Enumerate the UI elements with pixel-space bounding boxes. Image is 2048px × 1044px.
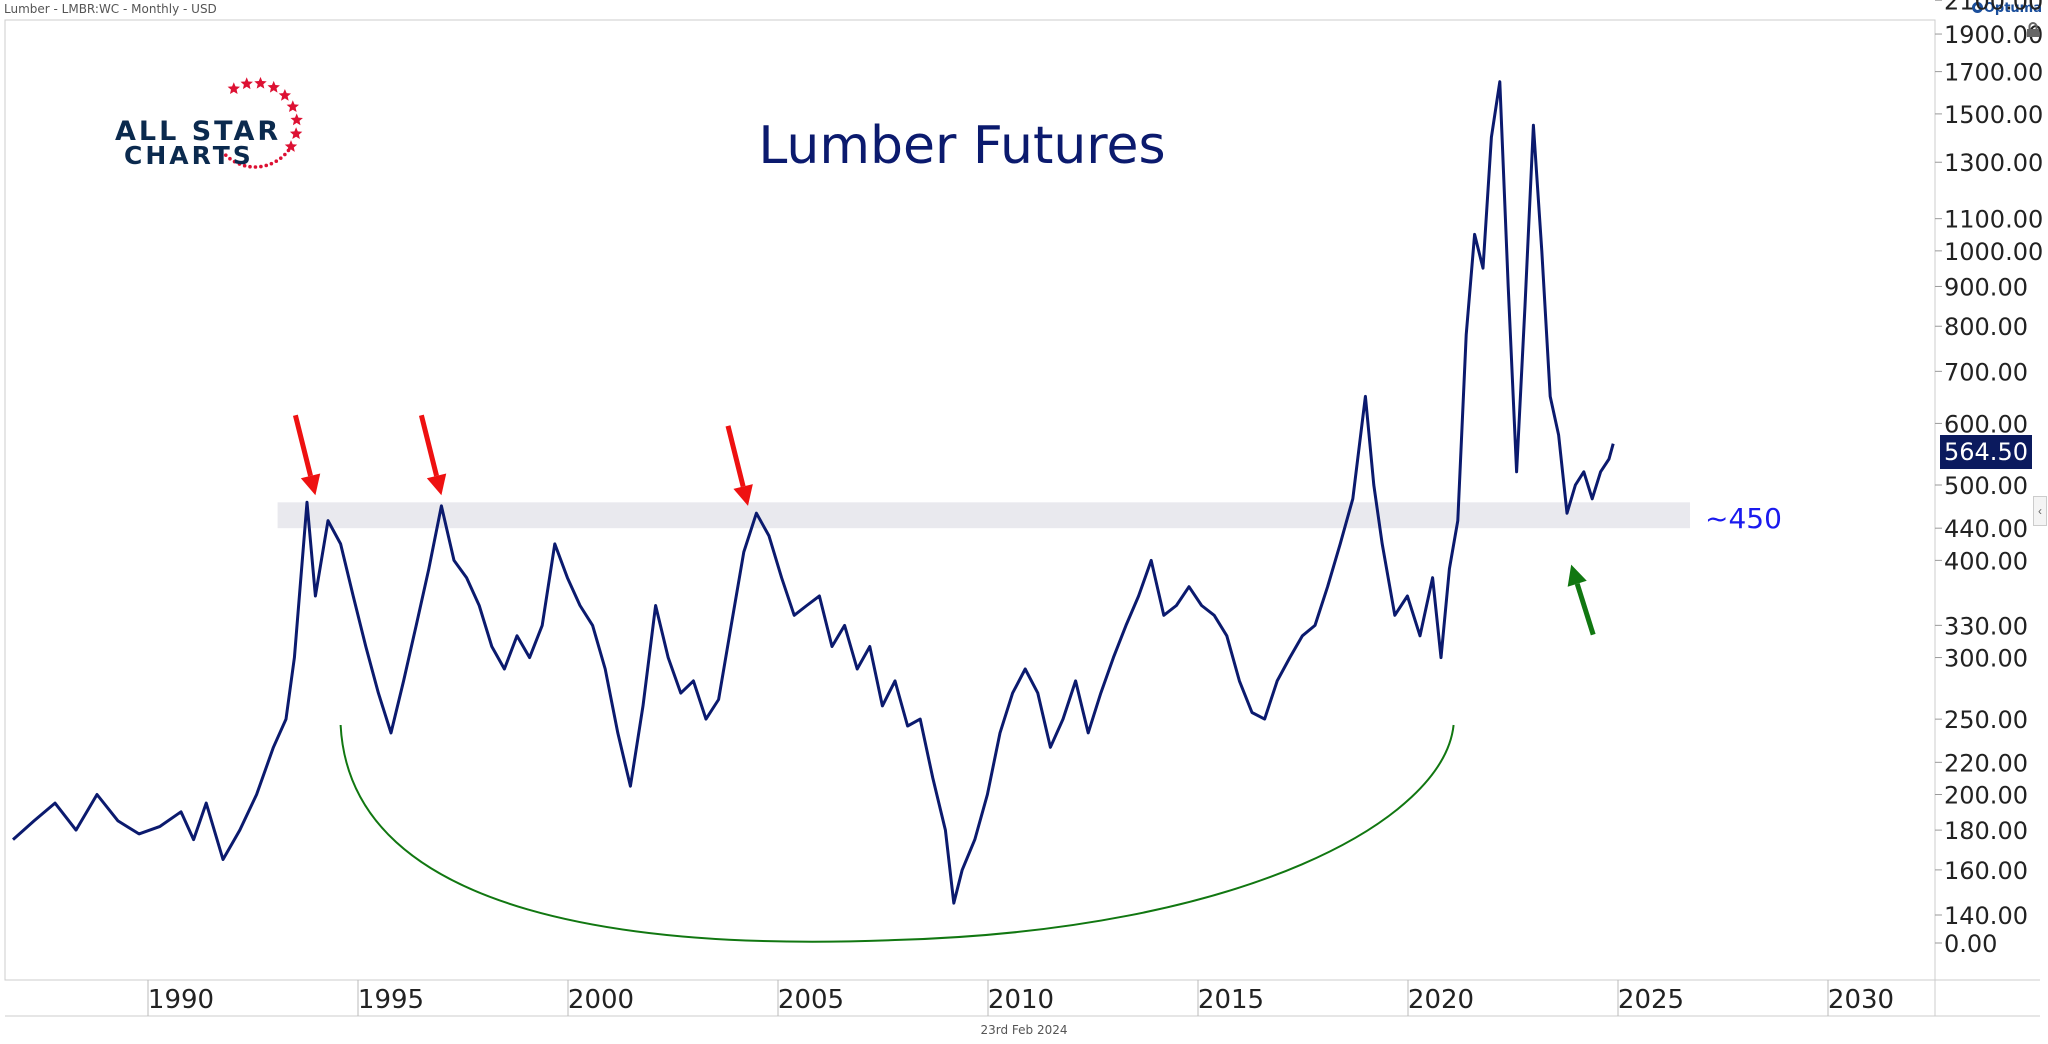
collapse-panel-icon[interactable]: ‹ [2033, 496, 2047, 526]
x-tick-label: 1995 [358, 985, 424, 1015]
x-tick-label: 2010 [988, 985, 1054, 1015]
logo-star-icon [290, 113, 303, 126]
y-axis: 2100.00 1900.00 1700.00 1500.00 1300.00 1100.… [1935, 0, 2043, 958]
logo-dot-icon [278, 156, 283, 160]
logo-star-icon [240, 77, 253, 90]
optuma-brand-label: Optuma [1983, 1, 2042, 16]
arrow-head [733, 484, 753, 506]
x-axis: 1990 1995 2000 2005 2010 2015 2020 2025 2030 [147, 980, 1894, 1016]
logo-dot-icon [248, 164, 252, 169]
x-tick-label: 2025 [1618, 985, 1684, 1015]
logo-dot-icon [223, 153, 228, 157]
logo-star-arc [223, 76, 303, 169]
lock-icon[interactable] [2026, 22, 2040, 38]
y-tick-label: 1000.00 [1944, 238, 2043, 266]
y-tick-label: 300.00 [1944, 645, 2028, 673]
y-tick-label: 330.00 [1944, 612, 2028, 640]
y-tick-label: 140.00 [1944, 902, 2028, 930]
resistance-level-label: ~450 [1705, 502, 1782, 535]
logo-star-icon [278, 89, 291, 101]
y-tick-label: 800.00 [1944, 313, 2028, 341]
y-tick-label: 0.00 [1944, 930, 1997, 958]
y-tick-label: 900.00 [1944, 273, 2028, 301]
x-tick-label: 2015 [1198, 985, 1264, 1015]
y-tick-label: 700.00 [1944, 358, 2028, 386]
y-tick-label: 400.00 [1944, 547, 2028, 575]
y-tick-label: 600.00 [1944, 410, 2028, 438]
logo-star-icon [267, 80, 280, 93]
x-tick-label: 2000 [568, 985, 634, 1015]
logo-line2: CHARTS [124, 141, 254, 170]
arrow-head [300, 473, 321, 496]
logo-dot-icon [286, 148, 291, 153]
logo-star-icon [254, 76, 267, 89]
logo-dot-icon [269, 161, 274, 166]
chart-title: Lumber Futures [758, 116, 1165, 176]
logo-dot-icon [283, 152, 287, 157]
instrument-header: Lumber - LMBR:WC - Monthly - USD [4, 2, 217, 16]
logo-dot-icon [242, 163, 247, 168]
last-price-badge: 564.50 [1940, 435, 2032, 469]
arrow-shaft [292, 414, 313, 477]
optuma-brand: Optuma [1971, 1, 2042, 16]
x-tick-label: 2005 [778, 985, 844, 1015]
arrow-head [426, 473, 447, 496]
y-tick-label: 180.00 [1944, 817, 2028, 845]
annotations [292, 414, 1596, 943]
arrow-shaft [418, 414, 439, 477]
y-tick-label: 200.00 [1944, 782, 2028, 810]
y-tick-label: 1100.00 [1944, 206, 2043, 234]
footer-date: 23rd Feb 2024 [980, 1023, 1068, 1037]
y-tick-label: 160.00 [1944, 857, 2028, 885]
y-tick-label: 250.00 [1944, 706, 2028, 734]
logo-dot-icon [259, 164, 263, 169]
arrow-shaft [1574, 582, 1596, 636]
logo-dot-icon [232, 159, 237, 164]
logo-dot-icon [274, 159, 279, 164]
y-tick-label: 2100.00 [1944, 0, 2043, 15]
y-tick-label: 1700.00 [1944, 59, 2043, 87]
logo-star-icon [286, 100, 299, 112]
x-tick-label: 2020 [1408, 985, 1474, 1015]
all-star-charts-logo: ALL STAR CHARTS [115, 76, 303, 170]
y-tick-label: 500.00 [1944, 472, 2028, 500]
resistance-band [277, 502, 1691, 529]
logo-star-icon [227, 82, 240, 94]
price-series-line [12, 80, 1615, 905]
y-tick-label: 1500.00 [1944, 101, 2043, 129]
logo-dot-icon [237, 162, 242, 166]
logo-dot-icon [264, 163, 269, 168]
logo-star-icon [289, 127, 303, 139]
y-tick-label: 1300.00 [1944, 149, 2043, 177]
y-tick-label: 1900.00 [1944, 21, 2043, 49]
x-tick-label: 2030 [1828, 985, 1894, 1015]
y-tick-label: 440.00 [1944, 515, 2028, 543]
rounding-bottom-arc [339, 724, 1455, 943]
arrow-shaft [725, 425, 746, 488]
arrow-head [1567, 564, 1587, 587]
logo-dot-icon [253, 165, 258, 169]
logo-line1: ALL STAR [115, 116, 281, 147]
y-tick-label: 220.00 [1944, 749, 2028, 777]
logo-dot-icon [228, 156, 232, 161]
optuma-logo-icon [1971, 2, 1983, 13]
x-tick-label: 1990 [148, 985, 214, 1015]
